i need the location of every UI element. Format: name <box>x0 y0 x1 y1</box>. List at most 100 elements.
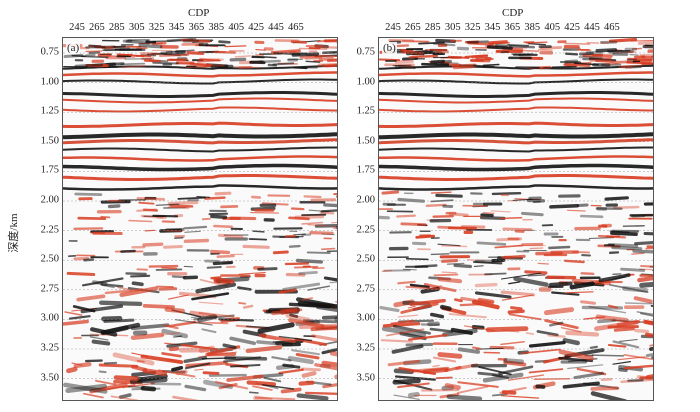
seismic-wavelet <box>640 55 653 59</box>
seismic-wavelet <box>437 277 463 284</box>
seismic-wavelet <box>472 346 482 350</box>
seismic-wavelet <box>288 302 331 309</box>
x-tick-label: 445 <box>268 22 284 33</box>
seismic-wavelet <box>288 244 301 248</box>
seismic-wavelet <box>140 51 160 56</box>
seismic-wavelet <box>645 247 653 250</box>
seismic-wavelet <box>294 337 327 346</box>
seismic-wavelet <box>135 54 145 58</box>
seismic-wavelet <box>323 276 337 282</box>
seismic-wavelet <box>291 349 320 356</box>
seismic-wavelet <box>432 42 456 47</box>
seismic-wavelet <box>65 383 107 394</box>
seismic-wavelet <box>525 332 535 336</box>
seismic-wavelet <box>588 57 617 62</box>
reflector-event <box>63 97 337 104</box>
seismic-texture <box>379 38 653 400</box>
y-tick-label: 2.75 <box>40 283 59 295</box>
seismic-wavelet <box>116 55 132 58</box>
seismic-wavelet <box>633 296 653 304</box>
seismic-wavelet <box>563 259 585 264</box>
reflector-event <box>63 155 337 162</box>
seismic-wavelet <box>537 262 549 265</box>
y-tick-label: 2.75 <box>356 283 375 295</box>
seismic-wavelet <box>632 249 653 254</box>
seismic-wavelet <box>589 57 612 62</box>
seismic-wavelet <box>538 48 553 53</box>
seismic-wavelet <box>272 250 289 255</box>
seismic-wavelet <box>130 323 170 331</box>
reflector-event <box>379 184 653 191</box>
seismic-wavelet <box>184 384 207 392</box>
seismic-wavelet <box>160 331 181 336</box>
seismic-wavelet <box>546 275 577 280</box>
y-tick-label: 1.75 <box>40 164 59 176</box>
seismic-wavelet <box>71 362 83 366</box>
seismic-wavelet <box>501 254 526 260</box>
seismic-wavelet <box>213 277 235 284</box>
reflector-event <box>63 121 337 128</box>
seismic-wavelet <box>184 362 211 370</box>
seismic-wavelet <box>321 347 337 355</box>
seismic-wavelet <box>624 302 653 305</box>
y-tick-label: 0.75 <box>40 46 59 58</box>
seismic-wavelet <box>82 277 124 287</box>
seismic-wavelet <box>305 60 321 63</box>
seismic-wavelet <box>402 268 417 271</box>
seismic-wavelet <box>125 272 147 276</box>
seismic-wavelet <box>527 42 547 46</box>
panel-label: (b) <box>382 42 397 54</box>
seismic-wavelet <box>558 349 594 361</box>
seismic-section-image: (b) <box>378 37 654 401</box>
seismic-wavelet <box>113 375 139 381</box>
seismic-wavelet <box>161 352 182 358</box>
seismic-wavelet <box>104 288 144 295</box>
seismic-wavelet <box>418 41 445 45</box>
seismic-wavelet <box>255 49 266 51</box>
seismic-wavelet <box>569 281 595 290</box>
seismic-wavelet <box>380 339 414 343</box>
seismic-wavelet <box>640 273 653 276</box>
seismic-wavelet <box>242 244 270 249</box>
seismic-wavelet <box>301 367 321 372</box>
seismic-wavelet <box>440 244 468 248</box>
seismic-wavelet <box>482 212 495 214</box>
seismic-wavelet <box>238 301 247 305</box>
seismic-wavelet <box>285 309 298 314</box>
seismic-wavelet <box>646 245 653 248</box>
seismic-wavelet <box>617 356 646 361</box>
seismic-wavelet <box>573 371 604 380</box>
seismic-wavelet <box>99 300 143 307</box>
x-tick-label: 265 <box>89 22 105 33</box>
seismic-wavelet <box>595 314 629 323</box>
seismic-wavelet <box>307 224 328 227</box>
seismic-wavelet <box>196 195 211 198</box>
seismic-wavelet <box>508 45 536 49</box>
seismic-wavelet <box>647 49 653 53</box>
seismic-wavelet <box>122 65 147 68</box>
seismic-wavelet <box>128 219 153 223</box>
seismic-wavelet <box>229 57 247 62</box>
seismic-wavelet <box>430 191 452 194</box>
seismic-wavelet <box>298 271 318 275</box>
seismic-wavelet <box>308 209 330 213</box>
seismic-wavelet <box>529 247 544 250</box>
seismic-wavelet <box>567 364 604 370</box>
seismic-wavelet <box>423 282 457 293</box>
seismic-wavelet <box>496 237 523 242</box>
seismic-wavelet <box>331 221 337 224</box>
seismic-wavelet <box>536 330 559 337</box>
seismic-wavelet <box>452 65 474 70</box>
seismic-wavelet <box>177 196 206 200</box>
seismic-wavelet <box>430 253 450 256</box>
seismic-wavelet <box>441 271 457 274</box>
seismic-wavelet <box>619 338 638 342</box>
seismic-wavelet <box>442 328 478 337</box>
seismic-wavelet <box>81 55 109 59</box>
seismic-wavelet <box>579 214 604 219</box>
seismic-wavelet <box>316 45 337 49</box>
seismic-wavelet <box>156 285 174 289</box>
seismic-wavelet <box>494 244 523 249</box>
reflector-event <box>379 78 653 85</box>
x-tick-label: 465 <box>604 22 620 33</box>
